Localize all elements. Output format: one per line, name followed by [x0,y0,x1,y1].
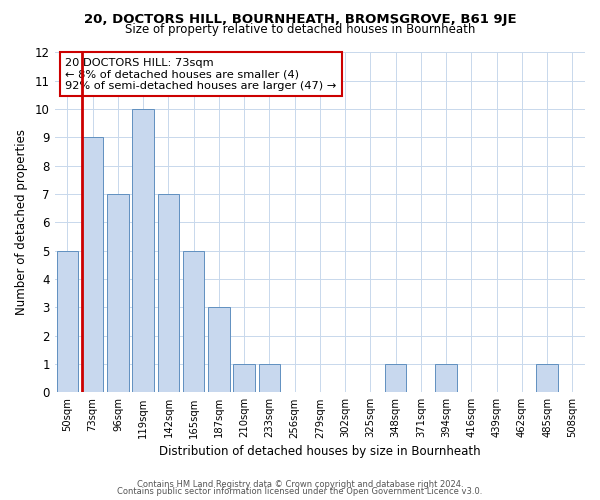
Text: Size of property relative to detached houses in Bournheath: Size of property relative to detached ho… [125,22,475,36]
Bar [208,308,230,392]
Bar [56,250,78,392]
Bar [536,364,558,392]
Bar [133,109,154,393]
Bar [385,364,406,392]
X-axis label: Distribution of detached houses by size in Bournheath: Distribution of detached houses by size … [159,444,481,458]
Y-axis label: Number of detached properties: Number of detached properties [15,130,28,316]
Text: Contains public sector information licensed under the Open Government Licence v3: Contains public sector information licen… [118,487,482,496]
Bar [183,250,205,392]
Bar [107,194,128,392]
Bar [233,364,255,392]
Bar [259,364,280,392]
Text: 20 DOCTORS HILL: 73sqm
← 8% of detached houses are smaller (4)
92% of semi-detac: 20 DOCTORS HILL: 73sqm ← 8% of detached … [65,58,337,91]
Text: 20, DOCTORS HILL, BOURNHEATH, BROMSGROVE, B61 9JE: 20, DOCTORS HILL, BOURNHEATH, BROMSGROVE… [83,12,517,26]
Bar [436,364,457,392]
Bar [158,194,179,392]
Text: Contains HM Land Registry data © Crown copyright and database right 2024.: Contains HM Land Registry data © Crown c… [137,480,463,489]
Bar [82,138,103,392]
